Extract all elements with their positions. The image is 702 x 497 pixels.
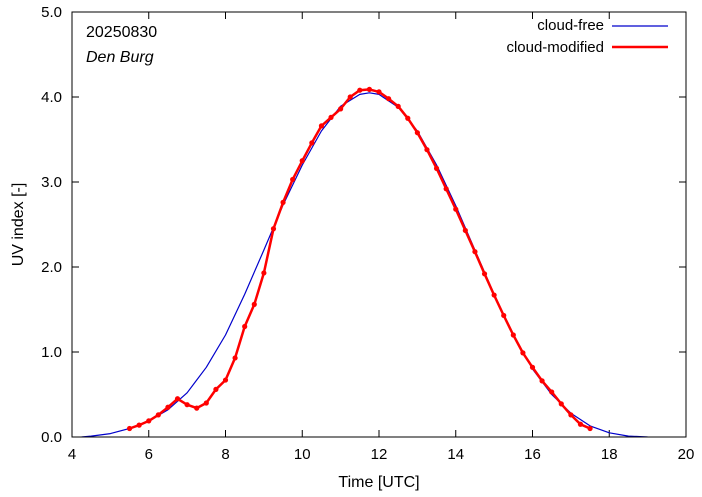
data-point-cloud-modified [366, 86, 373, 92]
data-point-cloud-modified [549, 389, 555, 395]
plot-frame [71, 11, 687, 438]
data-point-cloud-modified [568, 412, 574, 418]
data-point-cloud-modified [213, 386, 219, 392]
data-series [81, 86, 648, 437]
data-point-cloud-modified [414, 130, 420, 136]
axis-ticks [71, 11, 687, 438]
data-point-cloud-modified [136, 422, 142, 428]
y-axis-title: UV index [-] [10, 183, 27, 267]
data-point-cloud-modified [203, 400, 209, 406]
x-tick-label-3: 10 [294, 446, 311, 463]
legend-label-cloud-free: cloud-free [537, 17, 604, 34]
data-point-cloud-modified [126, 425, 133, 432]
data-point-cloud-modified [501, 312, 507, 319]
data-point-cloud-modified [529, 364, 536, 370]
data-point-cloud-modified [357, 87, 363, 93]
data-point-cloud-modified [347, 94, 353, 100]
data-point-cloud-modified [270, 226, 277, 232]
data-point-cloud-modified [395, 103, 401, 109]
x-tick-label-8: 20 [678, 446, 695, 463]
data-point-cloud-modified [165, 404, 171, 410]
data-point-cloud-modified [433, 165, 440, 171]
data-point-cloud-modified [174, 396, 181, 402]
y-tick-labels: 0.0 1.0 2.0 3.0 4.0 5.0 [41, 4, 62, 446]
data-point-cloud-modified [155, 412, 161, 418]
data-point-cloud-modified [491, 292, 497, 298]
data-point-cloud-modified [539, 378, 545, 384]
data-point-cloud-modified [472, 249, 478, 255]
x-tick-label-5: 14 [447, 446, 464, 463]
legend-label-cloud-modified: cloud-modified [506, 39, 604, 56]
data-point-cloud-modified [520, 350, 526, 356]
data-point-cloud-modified [338, 106, 344, 112]
data-point-cloud-modified [376, 89, 382, 95]
data-point-cloud-modified [290, 176, 296, 183]
data-point-cloud-modified [577, 421, 584, 427]
data-point-cloud-modified [510, 332, 516, 338]
data-point-cloud-modified [318, 123, 325, 129]
y-tick-label-3: 3.0 [41, 174, 62, 191]
x-tick-label-2: 8 [221, 446, 229, 463]
data-point-cloud-modified [194, 405, 200, 411]
x-axis-title: Time [UTC] [338, 474, 419, 491]
data-point-cloud-modified [309, 140, 315, 146]
x-tick-labels: 4 6 8 10 12 14 16 18 20 [68, 446, 695, 463]
data-point-cloud-modified [232, 355, 238, 361]
x-tick-label-6: 16 [524, 446, 541, 463]
data-point-cloud-modified [587, 425, 593, 432]
y-tick-label-2: 2.0 [41, 259, 62, 276]
data-point-cloud-modified [251, 301, 257, 307]
x-tick-label-0: 4 [68, 446, 76, 463]
x-tick-label-7: 18 [601, 446, 618, 463]
legend: cloud-free cloud-modified [506, 17, 668, 56]
data-point-cloud-modified [261, 270, 267, 276]
y-tick-label-1: 1.0 [41, 344, 62, 361]
data-point-cloud-modified [558, 401, 564, 407]
data-point-cloud-modified [299, 158, 305, 164]
x-tick-label-4: 12 [371, 446, 388, 463]
y-tick-label-0: 0.0 [41, 429, 62, 446]
data-point-cloud-modified [405, 115, 411, 121]
data-point-cloud-modified [481, 271, 488, 277]
data-point-cloud-modified [443, 186, 449, 192]
data-point-cloud-modified [184, 402, 190, 408]
y-tick-label-5: 5.0 [41, 4, 62, 21]
data-point-cloud-modified [146, 418, 152, 424]
annotation-station: Den Burg [86, 49, 154, 66]
data-point-cloud-modified [328, 114, 334, 120]
annotation-date: 20250830 [86, 24, 157, 41]
data-point-cloud-modified [280, 199, 286, 205]
series-line-cloud-free [81, 92, 648, 437]
data-point-cloud-modified [462, 227, 468, 234]
x-tick-label-1: 6 [145, 446, 153, 463]
data-point-cloud-modified [242, 323, 248, 330]
y-tick-label-4: 4.0 [41, 89, 62, 106]
data-point-cloud-modified [385, 96, 392, 102]
data-point-cloud-modified [453, 206, 459, 212]
data-point-cloud-modified [222, 377, 229, 383]
data-point-cloud-modified [424, 147, 430, 153]
